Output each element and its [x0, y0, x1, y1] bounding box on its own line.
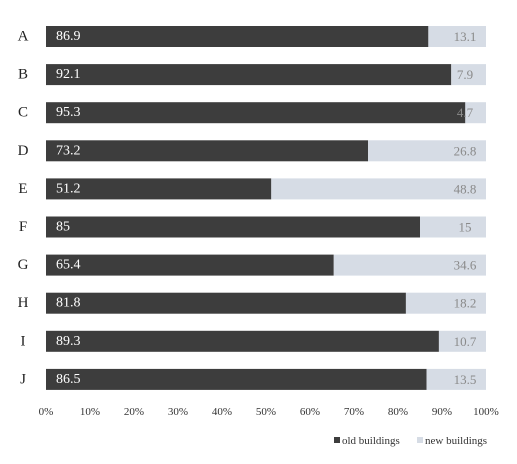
legend-label-old: old buildings — [342, 435, 400, 447]
value-label-old-C: 95.3 — [56, 105, 81, 120]
category-label-G: G — [18, 257, 29, 273]
legend-swatch-new — [417, 437, 423, 443]
x-tick-label: 100% — [473, 406, 499, 418]
category-label-J: J — [20, 371, 26, 387]
value-label-old-A: 86.9 — [56, 29, 81, 44]
value-label-new-I: 10.7 — [454, 334, 477, 349]
bar-new-D — [368, 140, 486, 162]
value-label-new-A: 13.1 — [454, 29, 477, 44]
category-label-E: E — [18, 181, 27, 197]
bar-new-H — [405, 292, 486, 314]
bar-new-G — [333, 254, 486, 276]
bar-new-E — [271, 178, 486, 200]
category-label-I: I — [21, 333, 26, 349]
value-label-new-B: 7.9 — [457, 67, 473, 82]
category-label-B: B — [18, 67, 28, 83]
value-label-new-F: 15 — [459, 220, 472, 235]
value-label-old-E: 51.2 — [56, 181, 81, 196]
x-tick-label: 90% — [432, 406, 452, 418]
value-label-old-G: 65.4 — [56, 258, 81, 273]
x-tick-label: 30% — [168, 406, 188, 418]
value-label-old-I: 89.3 — [56, 334, 81, 349]
legend-swatch-old — [334, 437, 340, 443]
category-label-F: F — [19, 219, 27, 235]
category-labels: A B C D E F G H I J — [18, 29, 29, 388]
bar-old-F — [46, 216, 420, 238]
bar-old-D — [46, 140, 369, 162]
x-tick-label: 0% — [39, 406, 54, 418]
value-labels: 86.9 13.1 92.1 7.9 95.3 4.7 73.2 26.8 51.2 48.8 85… — [56, 29, 477, 387]
bar-new-C — [465, 102, 486, 124]
bar-new-F — [420, 216, 486, 238]
value-label-new-D: 26.8 — [454, 143, 477, 158]
value-label-new-C: 4.7 — [457, 105, 474, 120]
x-tick-label: 70% — [344, 406, 364, 418]
legend: old buildings new buildings — [334, 435, 487, 447]
bar-new-A — [428, 26, 486, 47]
value-label-old-F: 85 — [56, 220, 70, 235]
x-tick-label: 80% — [388, 406, 408, 418]
bar-old-G — [46, 254, 334, 276]
bar-old-H — [46, 292, 406, 314]
x-axis-tick-labels: 0% 10% 20% 30% 40% 50% 60% 70% 80% 90% 100% — [39, 406, 499, 418]
bar-old-E — [46, 178, 272, 200]
category-label-H: H — [18, 295, 29, 311]
bar-old-J — [46, 368, 427, 390]
value-label-new-H: 18.2 — [454, 296, 477, 311]
value-label-old-J: 86.5 — [56, 372, 81, 387]
value-label-old-H: 81.8 — [56, 296, 81, 311]
x-tick-label: 10% — [80, 406, 100, 418]
bar-new-I — [438, 330, 486, 352]
bar-old-A — [46, 26, 429, 47]
category-label-D: D — [18, 143, 29, 159]
value-label-old-B: 92.1 — [56, 67, 81, 82]
legend-label-new: new buildings — [425, 435, 487, 447]
category-label-C: C — [18, 105, 28, 121]
bar-old-C — [46, 102, 466, 124]
x-tick-label: 50% — [256, 406, 276, 418]
bar-old-I — [46, 330, 439, 352]
x-tick-label: 40% — [212, 406, 232, 418]
value-label-new-J: 13.5 — [454, 372, 477, 387]
value-label-new-E: 48.8 — [454, 181, 477, 196]
value-label-old-D: 73.2 — [56, 143, 81, 158]
bar-old-B — [46, 64, 452, 86]
bar-new-J — [426, 368, 486, 390]
x-tick-label: 20% — [124, 406, 144, 418]
value-label-new-G: 34.6 — [454, 258, 477, 273]
bar-new-B — [451, 64, 486, 86]
category-label-A: A — [18, 29, 29, 45]
x-tick-label: 60% — [300, 406, 320, 418]
bars-layer — [46, 26, 486, 390]
